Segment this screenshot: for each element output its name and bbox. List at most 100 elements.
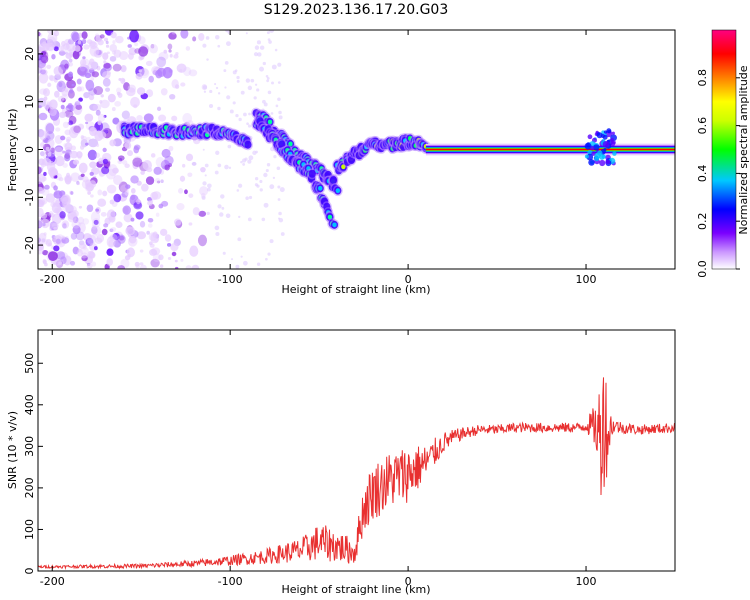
noise-speck: [278, 110, 282, 115]
noise-blob: [197, 234, 208, 247]
noise-blob: [130, 175, 139, 184]
noise-blob: [142, 159, 152, 171]
colorbar-tick-label: 0.0: [696, 260, 709, 278]
noise-blob: [117, 265, 126, 269]
noise-blob: [177, 187, 184, 194]
noise-speck: [248, 155, 254, 161]
noise-blob: [39, 63, 47, 71]
disturbance-blob: [610, 137, 615, 142]
noise-blob: [148, 75, 154, 83]
noise-blob: [113, 175, 123, 186]
snr-x-ticks: -200 -100 0 100: [40, 330, 597, 588]
noise-blob: [145, 176, 155, 185]
noise-blob: [109, 55, 117, 62]
noise-blob: [42, 88, 51, 97]
noise-blob: [138, 36, 146, 45]
noise-speck: [269, 30, 275, 33]
noise-blob: [117, 234, 126, 244]
noise-blob: [86, 263, 93, 269]
noise-speck: [254, 183, 258, 187]
noise-blob: [176, 63, 187, 73]
noise-blob: [61, 87, 69, 97]
noise-blob: [112, 167, 119, 174]
noise-blob: [113, 49, 122, 58]
noise-blob: [129, 30, 140, 43]
noise-speck: [248, 195, 253, 200]
noise-blob: [116, 87, 122, 94]
noise-blob: [38, 237, 41, 244]
noise-speck: [256, 262, 261, 266]
noise-blob: [80, 144, 85, 150]
noise-blob: [185, 265, 192, 269]
noise-blob: [171, 79, 179, 89]
noise-blob: [127, 84, 136, 93]
noise-blob: [155, 156, 165, 168]
noise-blob: [185, 46, 191, 51]
noise-blob: [156, 56, 167, 68]
noise-blob: [38, 97, 46, 108]
noise-blob: [134, 261, 140, 267]
noise-blob: [124, 141, 132, 150]
noise-blob: [179, 68, 183, 73]
noise-blob: [54, 259, 62, 266]
noise-blob: [89, 161, 97, 169]
noise-speck: [214, 82, 217, 86]
noise-speck: [253, 52, 259, 57]
noise-blob: [120, 77, 126, 84]
noise-blob: [54, 90, 60, 98]
noise-blob: [80, 135, 85, 139]
disturbance-blob: [606, 128, 612, 134]
noise-blob: [60, 104, 65, 110]
noise-speck: [214, 35, 220, 40]
noise-blob: [118, 181, 129, 193]
noise-blob: [161, 148, 171, 158]
noise-blob: [68, 71, 74, 78]
noise-blob: [53, 245, 60, 252]
noise-blob: [111, 107, 116, 112]
noise-blob: [72, 159, 80, 165]
colorbar-tick-label: 0.6: [696, 117, 709, 135]
noise-blob: [133, 156, 143, 165]
noise-blob: [47, 31, 58, 45]
spectrogram-x-ticks: -200 -100 0 100: [40, 30, 597, 286]
noise-blob: [130, 188, 136, 194]
noise-blob: [99, 122, 110, 134]
noise-blob: [174, 266, 179, 269]
noise-speck: [214, 170, 219, 175]
noise-blob: [59, 211, 66, 219]
noise-blob: [43, 262, 48, 267]
noise-speck: [267, 90, 272, 95]
ridge-core: [278, 140, 286, 149]
x-tick-label: -200: [40, 575, 65, 588]
noise-speck: [225, 213, 231, 219]
noise-blob: [83, 92, 90, 99]
noise-blob: [156, 180, 161, 184]
noise-blob: [105, 40, 109, 45]
noise-blob: [169, 93, 176, 100]
noise-speck: [257, 52, 262, 57]
noise-blob: [200, 167, 206, 173]
noise-blob: [93, 86, 104, 96]
noise-speck: [267, 38, 271, 41]
noise-speck: [202, 85, 207, 90]
noise-blob: [76, 248, 83, 257]
noise-blob: [67, 102, 73, 109]
noise-blob: [127, 44, 132, 48]
figure-title: S129.2023.136.17.20.G03: [264, 2, 449, 18]
noise-blob: [160, 179, 164, 184]
y-tick-label: 20: [23, 47, 36, 61]
noise-blob: [150, 258, 160, 268]
noise-blob: [87, 61, 96, 71]
noise-blob: [112, 40, 116, 45]
noise-speck: [263, 202, 269, 208]
noise-blob: [43, 171, 47, 176]
spectrogram-y-ticks: -20 -10 0 10 20: [23, 47, 43, 254]
noise-blob: [138, 69, 142, 73]
noise-blob: [78, 205, 83, 209]
noise-blob: [134, 48, 141, 54]
noise-speck: [248, 112, 251, 116]
noise-blob: [173, 54, 179, 59]
noise-blob: [141, 183, 149, 192]
noise-blob: [150, 191, 159, 201]
